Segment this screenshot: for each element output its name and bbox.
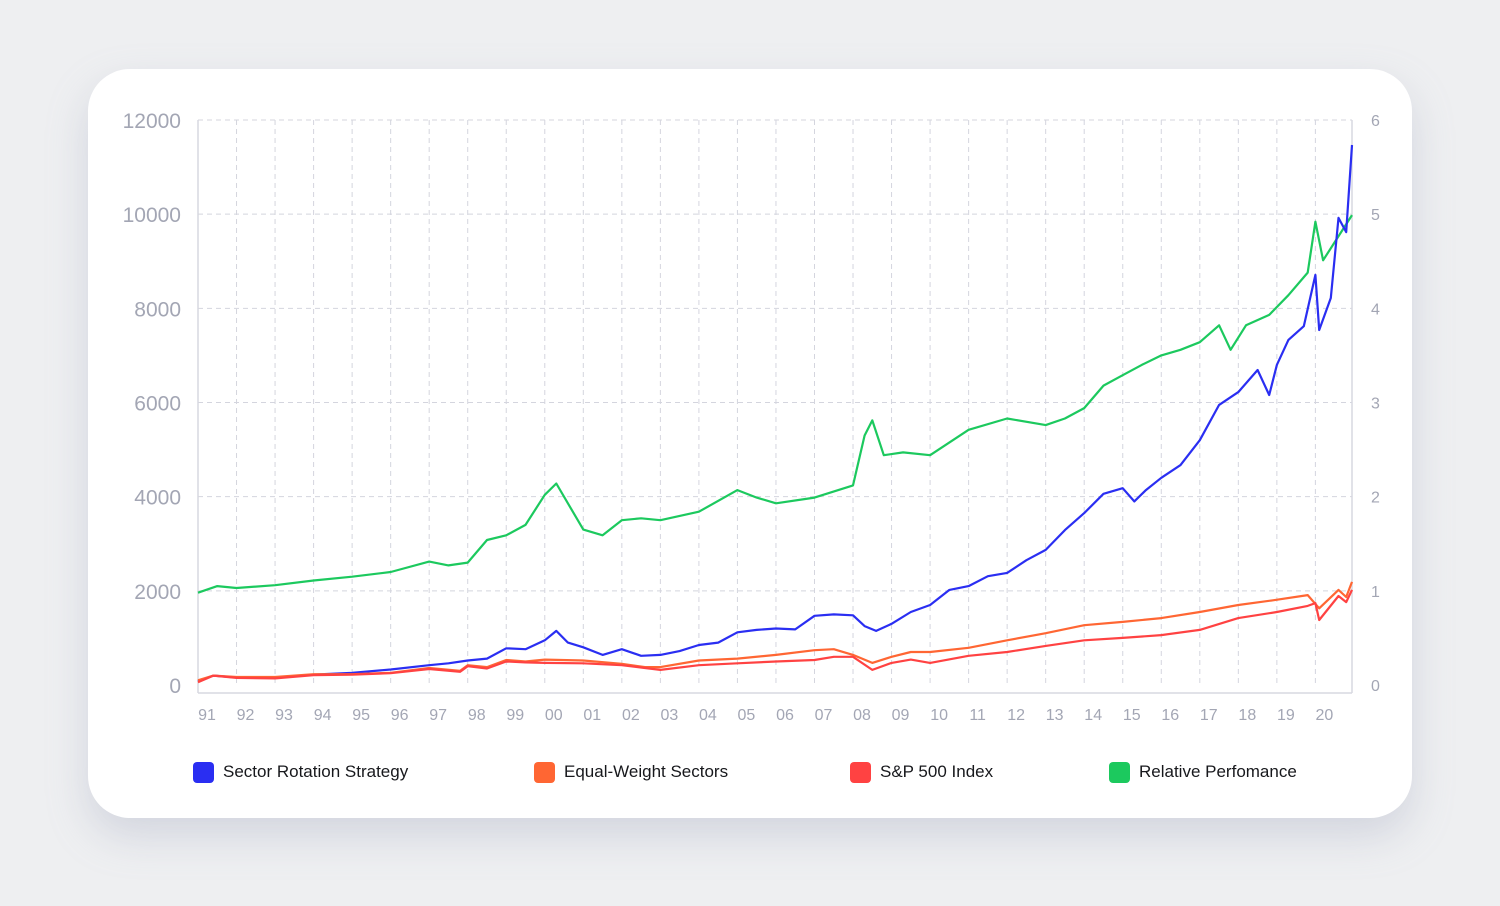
x-tick-label: 17 bbox=[1200, 707, 1218, 724]
x-tick-label: 11 bbox=[969, 707, 986, 724]
legend-label: S&P 500 Index bbox=[880, 762, 994, 781]
x-tick-label: 20 bbox=[1315, 707, 1333, 724]
x-tick-label: 14 bbox=[1084, 707, 1102, 724]
x-tick-label: 00 bbox=[545, 707, 563, 724]
x-tick-label: 99 bbox=[506, 707, 524, 724]
x-tick-label: 98 bbox=[468, 707, 486, 724]
y-left-tick-label: 0 bbox=[169, 675, 181, 698]
x-tick-label: 02 bbox=[622, 707, 640, 724]
series-line-s-p-500-index bbox=[197, 589, 1353, 684]
x-tick-label: 93 bbox=[275, 707, 293, 724]
x-tick-label: 97 bbox=[429, 707, 447, 724]
x-tick-label: 94 bbox=[314, 707, 332, 724]
y-left-tick-label: 10000 bbox=[123, 204, 181, 227]
legend-item[interactable]: Equal-Weight Sectors bbox=[534, 760, 728, 784]
x-tick-label: 08 bbox=[853, 707, 871, 724]
y-right-tick-label: 6 bbox=[1371, 113, 1380, 130]
series-line-relative-perfomance bbox=[197, 214, 1353, 594]
legend-item[interactable]: Relative Perfomance bbox=[1109, 760, 1297, 784]
x-tick-label: 12 bbox=[1007, 707, 1025, 724]
x-tick-label: 91 bbox=[198, 707, 216, 724]
legend-label: Equal-Weight Sectors bbox=[564, 762, 729, 781]
legend-item[interactable]: S&P 500 Index bbox=[850, 760, 993, 784]
legend-label: Relative Perfomance bbox=[1139, 762, 1297, 781]
x-tick-label: 06 bbox=[776, 707, 794, 724]
x-tick-label: 09 bbox=[892, 707, 910, 724]
legend-label: Sector Rotation Strategy bbox=[223, 762, 409, 781]
y-right-tick-label: 3 bbox=[1371, 396, 1380, 413]
x-tick-label: 01 bbox=[583, 707, 601, 724]
x-tick-label: 07 bbox=[815, 707, 833, 724]
y-left-tick-label: 6000 bbox=[134, 393, 181, 416]
x-tick-label: 16 bbox=[1161, 707, 1179, 724]
x-tick-label: 95 bbox=[352, 707, 370, 724]
x-tick-label: 10 bbox=[930, 707, 948, 724]
y-left-tick-label: 12000 bbox=[123, 110, 181, 133]
legend-swatch bbox=[193, 761, 214, 783]
x-tick-label: 13 bbox=[1046, 707, 1064, 724]
x-tick-label: 18 bbox=[1238, 707, 1256, 724]
x-tick-label: 19 bbox=[1277, 707, 1295, 724]
y-right-tick-label: 4 bbox=[1371, 301, 1380, 318]
y-left-tick-label: 2000 bbox=[134, 581, 181, 604]
y-right-tick-label: 1 bbox=[1371, 584, 1380, 601]
legend-item[interactable]: Sector Rotation Strategy bbox=[193, 760, 408, 784]
x-tick-label: 03 bbox=[660, 707, 678, 724]
x-tick-label: 04 bbox=[699, 707, 717, 724]
y-right-tick-label: 0 bbox=[1371, 678, 1380, 695]
legend-swatch bbox=[850, 761, 871, 783]
series-line-sector-rotation-strategy bbox=[197, 144, 1354, 683]
y-left-tick-label: 8000 bbox=[134, 298, 181, 321]
y-left-tick-label: 4000 bbox=[134, 487, 181, 510]
series-line-equal-weight-sectors bbox=[197, 581, 1354, 682]
x-tick-label: 92 bbox=[237, 707, 255, 724]
legend-swatch bbox=[1109, 761, 1130, 783]
y-right-tick-label: 2 bbox=[1371, 490, 1380, 507]
x-tick-label: 96 bbox=[391, 707, 409, 724]
legend-swatch bbox=[534, 761, 555, 783]
x-tick-label: 15 bbox=[1123, 707, 1141, 724]
x-tick-label: 05 bbox=[738, 707, 756, 724]
y-right-tick-label: 5 bbox=[1371, 207, 1380, 224]
